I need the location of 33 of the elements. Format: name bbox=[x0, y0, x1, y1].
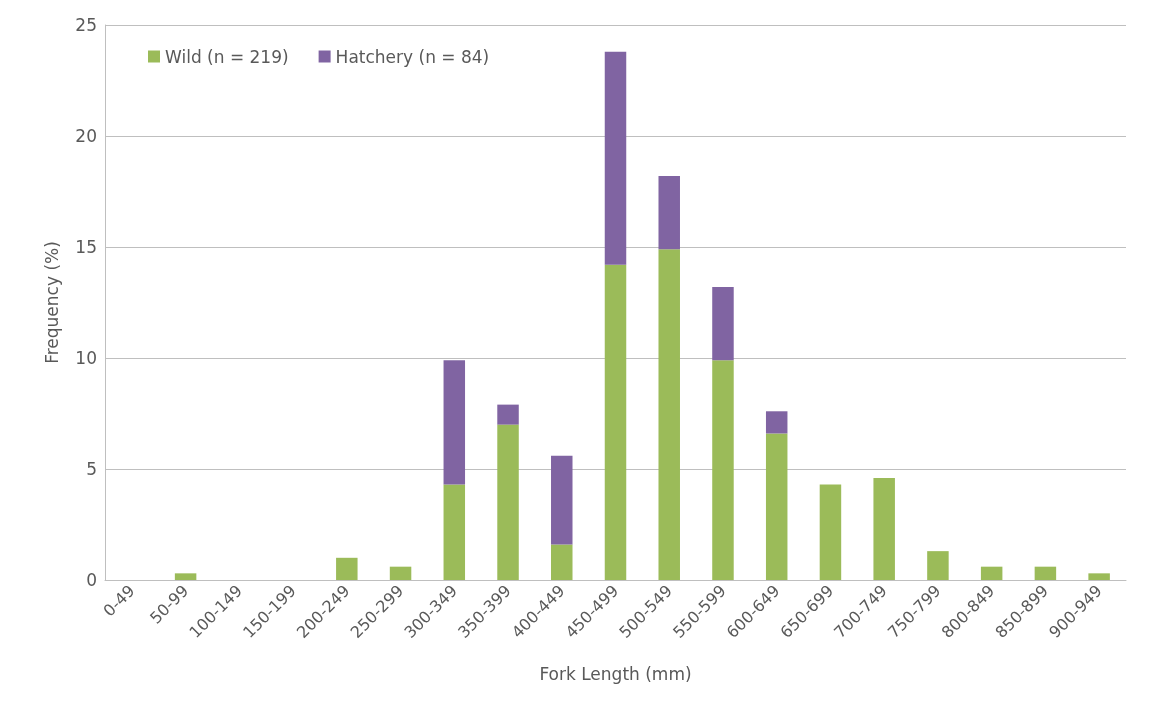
bar bbox=[765, 433, 788, 580]
y-tick-label: 15 bbox=[75, 237, 97, 257]
bar bbox=[819, 484, 842, 580]
bar bbox=[712, 360, 734, 580]
bar bbox=[443, 360, 466, 485]
bar bbox=[443, 484, 466, 580]
y-tick-label: 10 bbox=[75, 348, 97, 368]
bar bbox=[551, 455, 573, 545]
bar bbox=[174, 573, 197, 580]
y-tick-label: 5 bbox=[86, 459, 97, 479]
x-axis-title: Fork Length (mm) bbox=[539, 663, 692, 684]
y-axis-title: Frequency (%) bbox=[41, 241, 62, 364]
bar bbox=[658, 249, 680, 580]
bar bbox=[551, 544, 573, 580]
bar bbox=[604, 51, 627, 265]
y-tick-label: 25 bbox=[75, 15, 97, 35]
bar bbox=[1034, 566, 1057, 580]
y-tick-label: 20 bbox=[75, 126, 97, 146]
bar bbox=[873, 477, 895, 580]
bar bbox=[1088, 573, 1110, 580]
bar bbox=[980, 566, 1003, 580]
bar bbox=[336, 557, 358, 580]
y-tick-label: 0 bbox=[86, 570, 97, 590]
bar bbox=[389, 566, 412, 580]
bar bbox=[927, 551, 949, 580]
legend-label: Hatchery (n = 84) bbox=[335, 46, 490, 67]
bar bbox=[497, 424, 519, 580]
bar bbox=[604, 264, 627, 580]
bar bbox=[497, 404, 519, 425]
legend-label: Wild (n = 219) bbox=[165, 46, 289, 67]
bar bbox=[658, 175, 680, 250]
bar bbox=[712, 286, 734, 361]
bar bbox=[765, 411, 788, 434]
